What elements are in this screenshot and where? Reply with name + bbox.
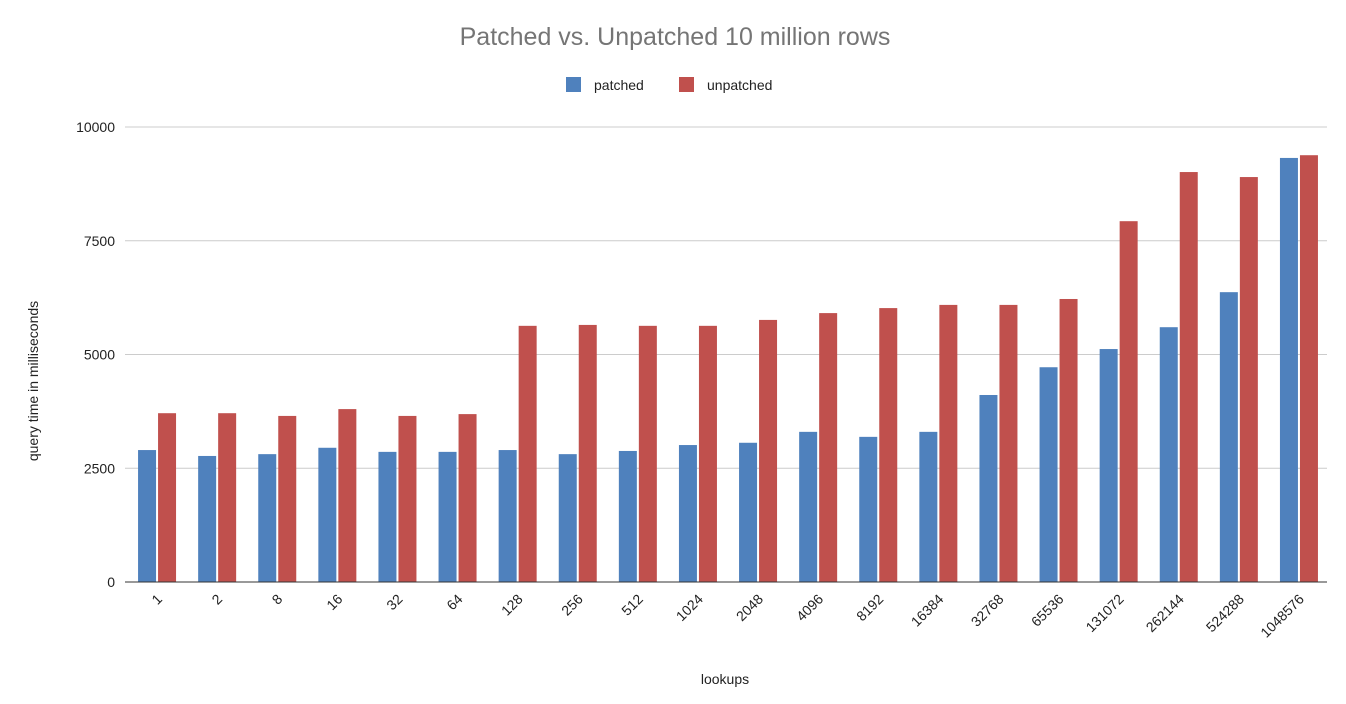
bar-patched-2 [198, 455, 217, 582]
bar-patched-512 [618, 450, 637, 582]
bar-patched-32768 [979, 394, 998, 582]
x-tick-label: 16 [323, 591, 345, 613]
bar-patched-256 [558, 454, 577, 582]
bar-patched-32 [378, 451, 397, 582]
gridlines [125, 126, 1327, 469]
legend: patched unpatched [566, 77, 772, 93]
bar-unpatched-32 [398, 415, 417, 582]
bar-unpatched-131072 [1119, 221, 1138, 582]
x-tick-label: 128 [498, 591, 526, 619]
legend-label-unpatched: unpatched [707, 77, 772, 93]
x-tick-label: 8 [269, 591, 286, 608]
x-tick-label: 64 [443, 591, 465, 613]
bar-patched-65536 [1039, 367, 1058, 582]
bar-patched-2048 [739, 442, 758, 582]
x-tick-label: 32 [383, 591, 405, 613]
x-axis-label: lookups [701, 671, 749, 687]
bar-unpatched-16 [338, 409, 357, 582]
x-tick-label: 524288 [1203, 591, 1247, 635]
x-tick-label: 256 [558, 591, 586, 619]
y-axis-label: query time in milliseconds [25, 301, 41, 461]
bar-unpatched-256 [578, 324, 597, 582]
y-tick-label: 2500 [84, 460, 115, 476]
bar-unpatched-1048576 [1299, 155, 1318, 582]
bar-patched-16384 [919, 431, 938, 582]
x-tick-label: 4096 [793, 591, 826, 624]
bar-unpatched-262144 [1179, 172, 1198, 583]
bar-patched-524288 [1219, 292, 1238, 582]
legend-swatch-unpatched [679, 77, 694, 92]
x-tick-label: 65536 [1028, 591, 1067, 630]
bar-patched-128 [498, 450, 517, 582]
bar-patched-8192 [859, 436, 878, 582]
bar-patched-4096 [799, 431, 818, 582]
bar-unpatched-2 [218, 413, 237, 582]
bar-unpatched-128 [518, 325, 537, 582]
bar-unpatched-8 [278, 415, 297, 582]
x-tick-label: 262144 [1143, 591, 1187, 635]
y-tick-label: 5000 [84, 347, 115, 363]
bar-unpatched-2048 [759, 319, 778, 582]
legend-label-patched: patched [594, 77, 644, 93]
bar-patched-16 [318, 447, 337, 582]
bar-patched-1 [138, 450, 157, 582]
bar-unpatched-8192 [879, 308, 898, 582]
bar-unpatched-65536 [1059, 298, 1078, 582]
x-tick-label: 131072 [1082, 591, 1126, 635]
x-axis-ticks: 1 2 8 16 32 64 128 256 512 1024 2048 4096 8192 16384 3… [148, 591, 1307, 641]
bar-patched-262144 [1159, 327, 1178, 582]
y-tick-label: 0 [107, 574, 115, 590]
y-tick-label: 10000 [76, 119, 115, 135]
x-tick-label: 2048 [733, 591, 766, 624]
bar-patched-8 [258, 454, 277, 582]
bar-patched-1048576 [1279, 157, 1298, 582]
x-tick-label: 32768 [968, 591, 1007, 630]
x-tick-label: 1048576 [1257, 591, 1307, 641]
bar-patched-64 [438, 451, 457, 582]
bar-unpatched-64 [458, 414, 477, 582]
bar-unpatched-4096 [819, 313, 838, 582]
bar-patched-1024 [678, 445, 697, 582]
x-tick-label: 16384 [908, 591, 947, 630]
bar-unpatched-524288 [1239, 177, 1258, 583]
x-tick-label: 512 [618, 591, 646, 619]
x-tick-label: 8192 [853, 591, 886, 624]
y-tick-label: 7500 [84, 233, 115, 249]
x-tick-label: 1024 [673, 591, 706, 624]
bar-unpatched-512 [638, 325, 657, 582]
bar-unpatched-1024 [698, 325, 717, 582]
bar-unpatched-16384 [939, 304, 958, 582]
x-tick-label: 1 [148, 591, 165, 608]
x-tick-label: 2 [208, 591, 225, 608]
bar-unpatched-32768 [999, 304, 1018, 582]
bar-patched-131072 [1099, 349, 1118, 582]
y-axis-ticks: 0 2500 5000 7500 10000 [76, 119, 115, 590]
chart-title: Patched vs. Unpatched 10 million rows [460, 23, 891, 51]
bars [138, 155, 1318, 583]
bar-unpatched-1 [158, 413, 177, 582]
legend-swatch-patched [566, 77, 581, 92]
